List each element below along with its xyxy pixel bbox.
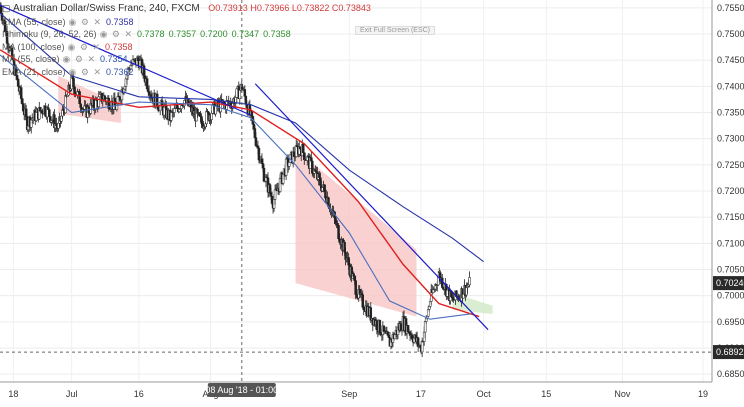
indicator-value: 0.7358 (105, 41, 133, 52)
symbol-title: Australian Dollar/Swiss Franc, 240, FXCM (13, 3, 200, 14)
indicator-name: MA (55, close) (2, 54, 60, 64)
indicator-name: EMA (55, close) (2, 16, 66, 27)
candle-down (155, 93, 159, 107)
legend-header: ▢ Australian Dollar/Swiss Franc, 240, FX… (2, 2, 371, 16)
candle-down (72, 78, 75, 88)
x-tick-label: 16 (134, 389, 144, 399)
candle-up (287, 162, 291, 167)
indicator-row[interactable]: EMA (55, close) ◉ ⚙ ✕ 0.7358 (2, 16, 371, 29)
indicator-value: 0.7358 (263, 29, 291, 39)
indicator-row[interactable]: MA (100, close) ◉ ⚙ ✕ 0.7358 (2, 41, 371, 54)
crosshair-date-badge (207, 383, 276, 397)
candle-down (386, 331, 390, 336)
moving-average-line (0, 49, 480, 318)
exit-fullscreen-button[interactable]: Exit Full Screen (ESC) (355, 26, 436, 35)
candle-up (173, 108, 176, 113)
candle-up (64, 95, 67, 114)
indicator-name: MA (100, close) (2, 41, 65, 52)
candle-up (420, 340, 424, 353)
indicator-controls-icon[interactable]: ◉ ⚙ ✕ (99, 29, 134, 39)
candle-up (35, 112, 38, 121)
chart-legend: ▢ Australian Dollar/Swiss Franc, 240, FX… (2, 2, 371, 78)
current-price-badge (713, 276, 744, 291)
indicator-value: 0.7378 (137, 29, 165, 39)
indicator-value: 0.7200 (200, 29, 228, 39)
indicator-controls-icon[interactable]: ◉ ⚙ ✕ (62, 54, 96, 64)
moving-average-line (0, 12, 484, 263)
candle-up (235, 88, 239, 98)
indicator-list: EMA (55, close) ◉ ⚙ ✕ 0.7358 Ichimoku (9, 2… (2, 16, 371, 79)
indicator-value: 0.7357 (168, 29, 197, 39)
x-tick-label: Jul (66, 389, 78, 399)
candle-down (257, 147, 261, 161)
crosshair-date-label: 08 Aug '18 - 01:00 (205, 385, 278, 395)
trendline[interactable] (254, 83, 489, 331)
moving-average-line (0, 54, 471, 320)
indicator-value: 0.7347 (231, 29, 260, 39)
indicator-controls-icon[interactable]: ◉ ⚙ ✕ (67, 41, 101, 52)
x-tick-label: Nov (614, 389, 631, 399)
indicator-name: Ichimoku (9, 26, 52, 26) (2, 29, 97, 39)
x-tick-label: 18 (8, 389, 18, 399)
x-tick-label: Oct (477, 389, 492, 399)
x-tick-label: Sep (341, 389, 357, 399)
indicator-value: 0.7362 (106, 66, 134, 77)
indicator-value: 0.7358 (106, 16, 134, 27)
indicator-controls-icon[interactable]: ◉ ⚙ ✕ (68, 16, 102, 27)
indicator-controls-icon[interactable]: ◉ ⚙ ✕ (68, 66, 102, 77)
x-tick-label: 17 (416, 389, 426, 399)
candle-down (375, 320, 379, 331)
y-tick-label: 0.68500 (717, 369, 744, 379)
crosshair-price-badge (713, 345, 744, 360)
indicator-row[interactable]: MA (55, close) ◉ ⚙ ✕ 0.7354 (2, 53, 371, 66)
ohlc-values: O0.73913 H0.73966 L0.73822 C0.73843 (208, 3, 371, 13)
x-tick-label: 19 (698, 389, 708, 399)
candle-down (302, 144, 305, 153)
indicator-name: EMA (21, close) (2, 66, 66, 77)
candle-down (48, 109, 51, 117)
crosshair-price-badge-label: 0.68922 (716, 347, 744, 357)
trendline[interactable] (0, 4, 252, 116)
indicator-value: 0.7354 (100, 54, 128, 64)
collapse-icon[interactable]: ▢ (2, 3, 11, 13)
candle-up (468, 277, 471, 286)
candle-up (210, 113, 213, 120)
indicator-row[interactable]: EMA (21, close) ◉ ⚙ ✕ 0.7362 (2, 66, 371, 79)
candle-down (378, 319, 382, 334)
x-tick-label: 15 (541, 389, 551, 399)
indicator-row[interactable]: Ichimoku (9, 26, 52, 26) ◉ ⚙ ✕ 0.7378 0.735… (2, 28, 371, 41)
candle-up (97, 96, 100, 107)
